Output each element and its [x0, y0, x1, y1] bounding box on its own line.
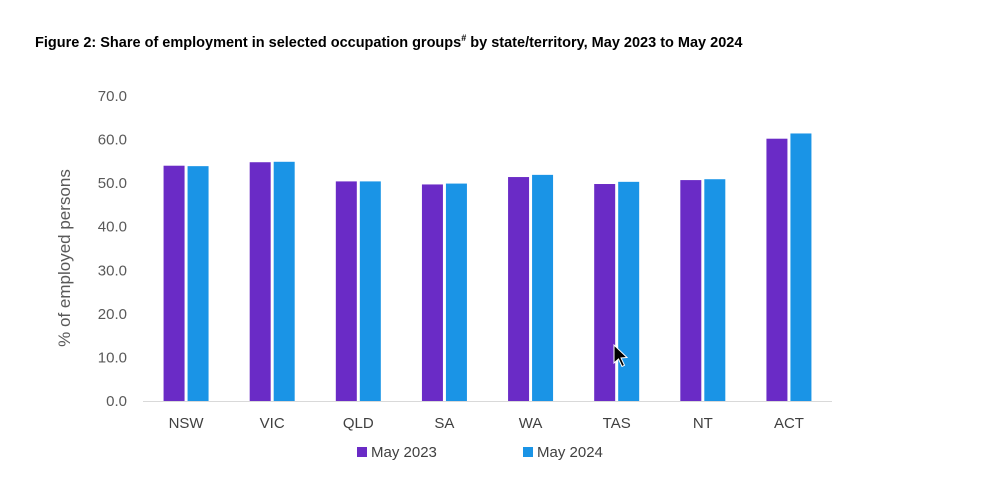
mouse-cursor-icon — [613, 343, 629, 368]
bar-qld-2 — [359, 181, 381, 401]
bar-nsw-2 — [187, 166, 209, 401]
y-axis-ticks: 0.0 10.0 20.0 30.0 40.0 50.0 60.0 70.0 — [98, 88, 127, 410]
x-category-label: ACT — [774, 415, 804, 432]
bar-wa-1 — [508, 177, 530, 401]
chart-title-main: Figure 2: Share of employment in selecte… — [35, 34, 462, 51]
y-tick-label: 10.0 — [98, 349, 127, 366]
x-category-label: NSW — [169, 415, 205, 432]
chart-title-footnote-mark: # — [461, 33, 467, 43]
x-category-label: VIC — [260, 415, 285, 432]
bar-tas-2 — [618, 181, 640, 401]
y-tick-label: 60.0 — [98, 132, 127, 149]
bar-qld-1 — [335, 181, 357, 401]
y-tick-label: 0.0 — [106, 393, 127, 410]
legend-swatch — [523, 447, 533, 457]
bar-act-2 — [790, 133, 812, 401]
bar-sa-2 — [445, 183, 467, 401]
x-category-label: SA — [434, 415, 454, 432]
x-axis-categories: NSW VIC QLD SA WA TAS NT ACT — [169, 415, 804, 432]
legend-label: May 2024 — [537, 444, 603, 461]
bar-vic-2 — [273, 161, 295, 401]
chart-title-rest: by state/territory, May 2023 to May 2024 — [466, 34, 743, 51]
bars — [163, 133, 812, 401]
y-axis-label: % of employed persons — [55, 169, 74, 347]
bar-nt-2 — [704, 179, 726, 401]
x-category-label: QLD — [343, 415, 374, 432]
chart-title: Figure 2: Share of employment in selecte… — [35, 33, 742, 51]
x-category-label: TAS — [603, 415, 631, 432]
bar-vic-1 — [249, 162, 271, 401]
bar-nt-1 — [680, 180, 702, 401]
x-category-label: WA — [519, 415, 543, 432]
legend-label: May 2023 — [371, 444, 437, 461]
bar-wa-2 — [532, 174, 554, 401]
y-tick-label: 70.0 — [98, 88, 127, 105]
y-tick-label: 40.0 — [98, 219, 127, 236]
bar-sa-1 — [421, 184, 443, 401]
bar-tas-1 — [594, 184, 616, 401]
y-tick-label: 20.0 — [98, 306, 127, 323]
legend: May 2023 May 2024 — [357, 444, 603, 461]
y-tick-label: 30.0 — [98, 262, 127, 279]
bar-nsw-1 — [163, 165, 185, 401]
y-tick-label: 50.0 — [98, 175, 127, 192]
bar-act-1 — [766, 138, 788, 401]
legend-swatch — [357, 447, 367, 457]
x-category-label: NT — [693, 415, 713, 432]
